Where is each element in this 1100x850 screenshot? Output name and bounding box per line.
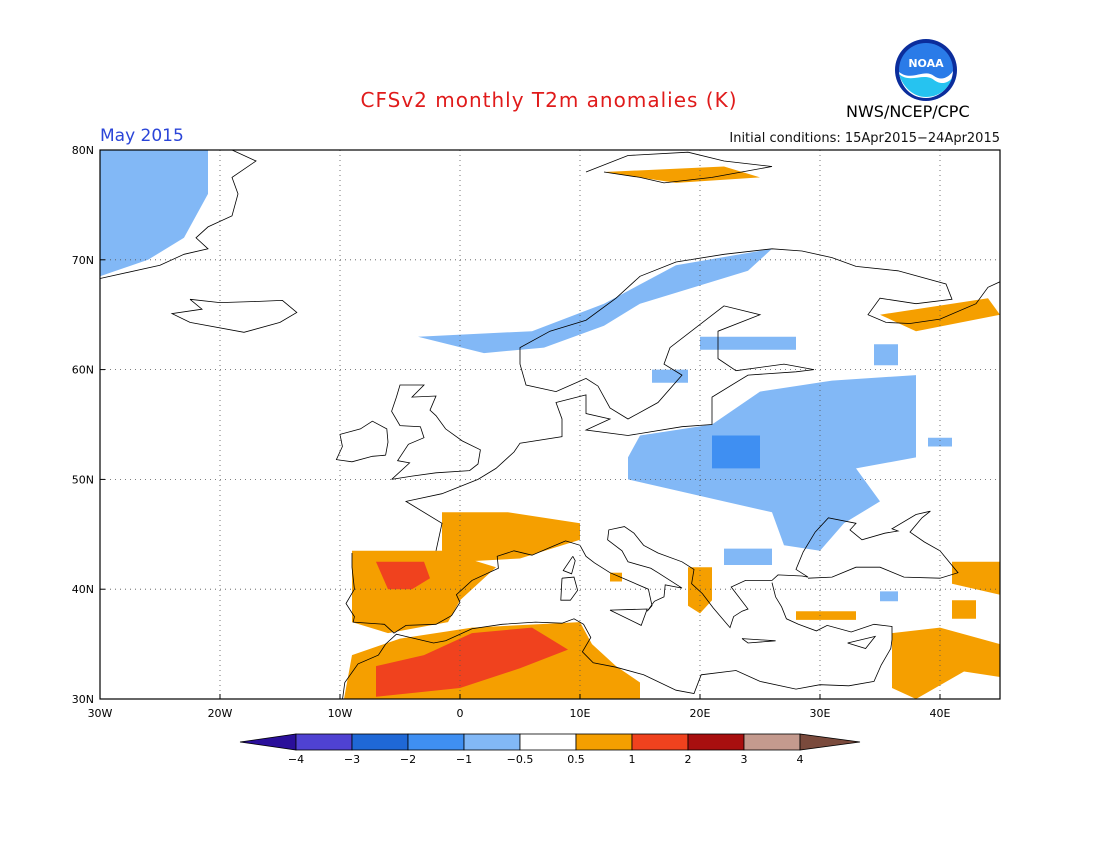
coastline [585, 151, 773, 184]
anomaly-shading [100, 150, 1000, 699]
colorbar-tick-label: 2 [685, 753, 692, 766]
anomaly-region [700, 336, 796, 350]
lat-lon-grid [100, 150, 1000, 699]
coastline [609, 608, 648, 626]
anomaly-region [442, 512, 580, 562]
anomaly-region [952, 600, 976, 619]
colorbar: −4 −3 −2 −1 −0.5 0.5 1 2 3 4 [239, 733, 861, 766]
colorbar-segment [407, 733, 465, 751]
colorbar-segment [463, 733, 521, 751]
anomaly-region [724, 548, 772, 565]
colorbar-segment [631, 733, 689, 751]
lon-tick-label: 10E [570, 707, 591, 720]
colorbar-segment [743, 733, 801, 751]
forecast-month-label: May 2015 [100, 126, 184, 146]
coastline [170, 298, 298, 333]
anomaly-region [418, 248, 772, 354]
colorbar-tick-label: −2 [400, 753, 416, 766]
colorbar-segment [351, 733, 409, 751]
lat-tick-label: 50N [72, 473, 94, 486]
coastline [404, 248, 1000, 551]
anomaly-region [628, 375, 916, 551]
anomaly-region [928, 437, 952, 447]
anomaly-region [880, 298, 1000, 332]
anomaly-region [712, 435, 760, 469]
anomaly-region [376, 561, 430, 590]
colorbar-tick-label: −1 [456, 753, 472, 766]
lon-tick-label: 30W [88, 707, 113, 720]
coastline [562, 556, 576, 575]
lon-tick-label: 30E [810, 707, 831, 720]
anomaly-region [652, 369, 688, 383]
coastline [560, 576, 579, 601]
lat-tick-label: 40N [72, 583, 94, 596]
colorbar-tick-label: 4 [797, 753, 804, 766]
anomaly-region [952, 561, 1000, 595]
colorbar-segment [519, 733, 577, 751]
lon-tick-label: 10W [328, 707, 353, 720]
svg-text:NOAA: NOAA [908, 57, 944, 70]
lat-tick-label: 30N [72, 693, 94, 706]
anomaly-region [796, 611, 856, 620]
coastline [847, 635, 877, 649]
anomaly-region [610, 572, 622, 582]
colorbar-tick-label: 3 [741, 753, 748, 766]
colorbar-tick-label: −3 [344, 753, 360, 766]
coastline [335, 420, 389, 463]
coastline [391, 384, 481, 480]
coastlines [100, 150, 1000, 699]
anomaly-region [874, 344, 898, 366]
coastline [100, 150, 257, 279]
anomaly-region [100, 150, 208, 277]
coastline [342, 582, 893, 699]
plot-frame [99, 149, 1001, 700]
noaa-logo-icon: NOAA [895, 39, 957, 101]
colorbar-segment [295, 733, 353, 751]
axis-ticks: 30W 20W 10W 0 10E 20E 30E 40E 30N 40N 50N 60N 70N 80N [72, 144, 951, 720]
anomaly-region [376, 627, 568, 697]
coastline [345, 510, 959, 634]
colorbar-tick-label: −4 [288, 753, 304, 766]
coastline [741, 638, 776, 644]
colorbar-tick-label: 1 [629, 753, 636, 766]
anomaly-region [892, 627, 1000, 699]
agency-label: NWS/NCEP/CPC [846, 102, 970, 121]
lat-tick-label: 70N [72, 254, 94, 267]
lon-tick-label: 0 [457, 707, 464, 720]
map-title: CFSv2 monthly T2m anomalies (K) [360, 88, 738, 112]
anomaly-region [604, 166, 760, 183]
lon-tick-label: 20E [690, 707, 711, 720]
colorbar-tick-label: 0.5 [567, 753, 585, 766]
lon-tick-label: 40E [930, 707, 951, 720]
anomaly-region [880, 591, 898, 602]
colorbar-tick-label: −0.5 [507, 753, 534, 766]
lat-tick-label: 60N [72, 364, 94, 377]
colorbar-segment [687, 733, 745, 751]
colorbar-arrow-high [799, 733, 861, 751]
lon-tick-label: 20W [208, 707, 233, 720]
lat-tick-label: 80N [72, 144, 94, 157]
initial-conditions-label: Initial conditions: 15Apr2015−24Apr2015 [729, 131, 1000, 146]
colorbar-arrow-low [239, 733, 297, 751]
colorbar-segment [575, 733, 633, 751]
